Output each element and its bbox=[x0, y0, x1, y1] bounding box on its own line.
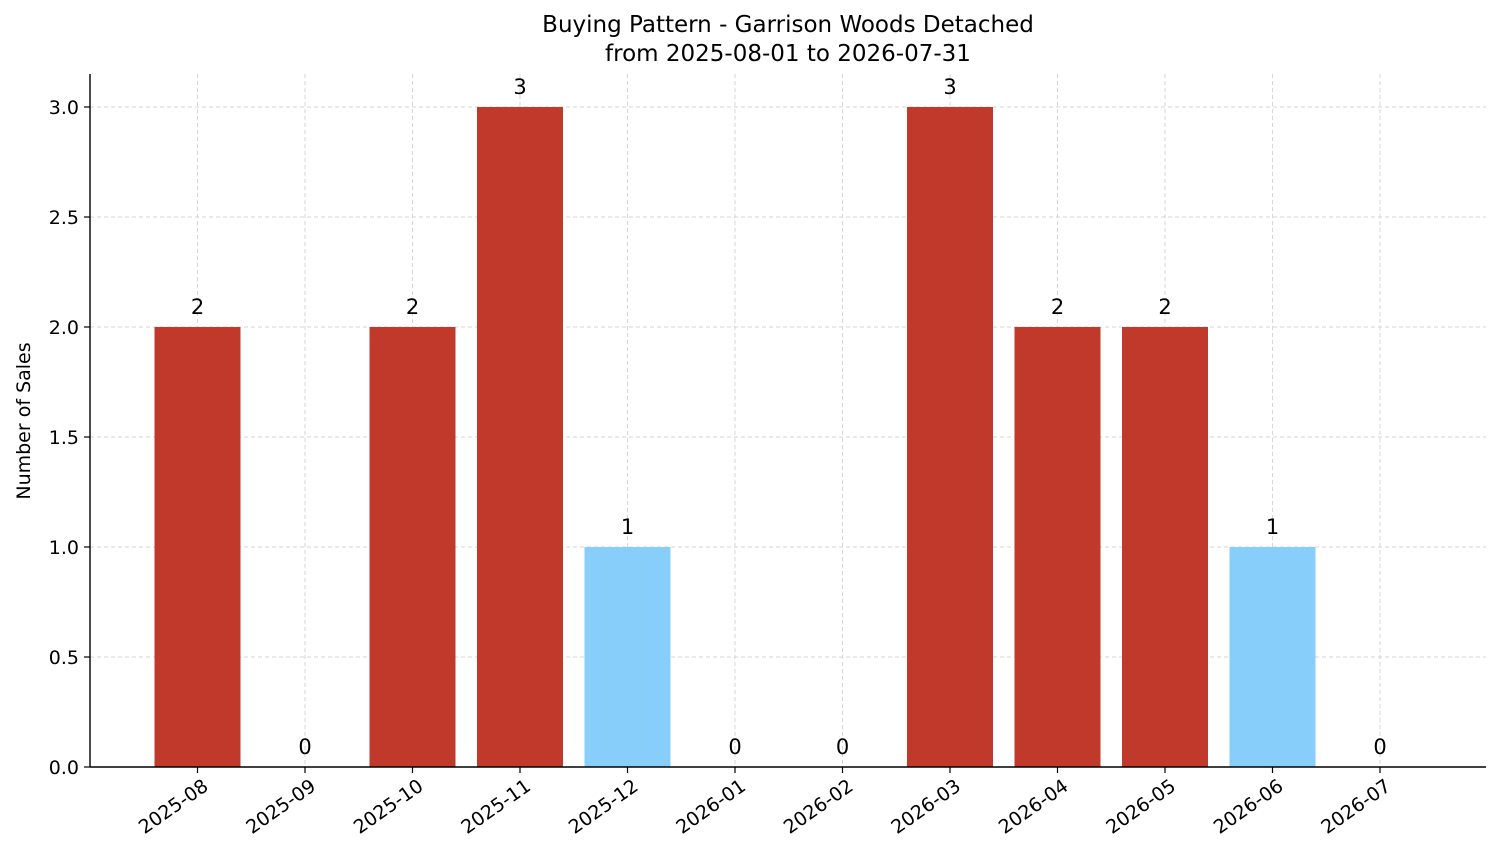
axes bbox=[89, 74, 1486, 768]
bar-2025-08 bbox=[154, 327, 241, 767]
bar-2026-06 bbox=[1229, 547, 1316, 767]
bar-2025-11 bbox=[477, 107, 563, 767]
bar-2026-03 bbox=[907, 107, 993, 767]
bar-value-label: 3 bbox=[943, 75, 956, 99]
y-tick-label: 0.5 bbox=[49, 647, 79, 669]
y-tick-label: 3.0 bbox=[49, 97, 79, 119]
bar-value-labels: 2 0 2 3 1 0 0 3 2 2 1 0 bbox=[191, 75, 1387, 759]
y-tick-label: 2.5 bbox=[49, 207, 79, 229]
bar-2025-10 bbox=[369, 327, 456, 767]
bar-value-label: 1 bbox=[1266, 515, 1279, 539]
bar-value-label: 2 bbox=[406, 295, 419, 319]
bars bbox=[154, 107, 1316, 767]
bar-value-label: 1 bbox=[621, 515, 634, 539]
bar-2025-12 bbox=[584, 547, 671, 767]
y-axis-ticks: 0.0 0.5 1.0 1.5 2.0 2.5 3.0 bbox=[49, 97, 90, 779]
bar-value-label: 2 bbox=[1158, 295, 1171, 319]
x-tick-label: 2025-10 bbox=[350, 775, 428, 839]
bar-value-label: 0 bbox=[836, 735, 849, 759]
bar-value-label: 3 bbox=[513, 75, 526, 99]
x-tick-label: 2026-03 bbox=[887, 775, 965, 839]
bar-2026-04 bbox=[1014, 327, 1101, 767]
x-axis-ticks: 2025-08 2025-09 2025-10 2025-11 2025-12 2026-… bbox=[135, 767, 1395, 839]
chart-subtitle: from 2025-08-01 to 2026-07-31 bbox=[605, 41, 971, 67]
x-tick-label: 2026-05 bbox=[1102, 775, 1180, 839]
x-tick-label: 2026-02 bbox=[780, 775, 858, 839]
x-tick-label: 2025-08 bbox=[135, 775, 213, 839]
bar-2026-05 bbox=[1122, 327, 1208, 767]
y-tick-label: 1.5 bbox=[49, 427, 79, 449]
y-tick-label: 1.0 bbox=[49, 537, 79, 559]
bar-value-label: 0 bbox=[298, 735, 311, 759]
y-tick-label: 0.0 bbox=[49, 757, 79, 779]
bar-value-label: 2 bbox=[1051, 295, 1064, 319]
x-tick-label: 2025-11 bbox=[457, 775, 535, 839]
bar-value-label: 0 bbox=[728, 735, 741, 759]
chart-title: Buying Pattern - Garrison Woods Detached bbox=[542, 12, 1034, 38]
x-tick-label: 2025-09 bbox=[242, 775, 320, 839]
bar-value-label: 0 bbox=[1373, 735, 1386, 759]
x-tick-label: 2026-04 bbox=[995, 775, 1073, 839]
x-tick-label: 2026-07 bbox=[1317, 775, 1395, 839]
y-tick-label: 2.0 bbox=[49, 317, 79, 339]
x-tick-label: 2025-12 bbox=[565, 775, 643, 839]
x-tick-label: 2026-06 bbox=[1210, 775, 1288, 839]
bar-value-label: 2 bbox=[191, 295, 204, 319]
x-tick-label: 2026-01 bbox=[672, 775, 750, 839]
